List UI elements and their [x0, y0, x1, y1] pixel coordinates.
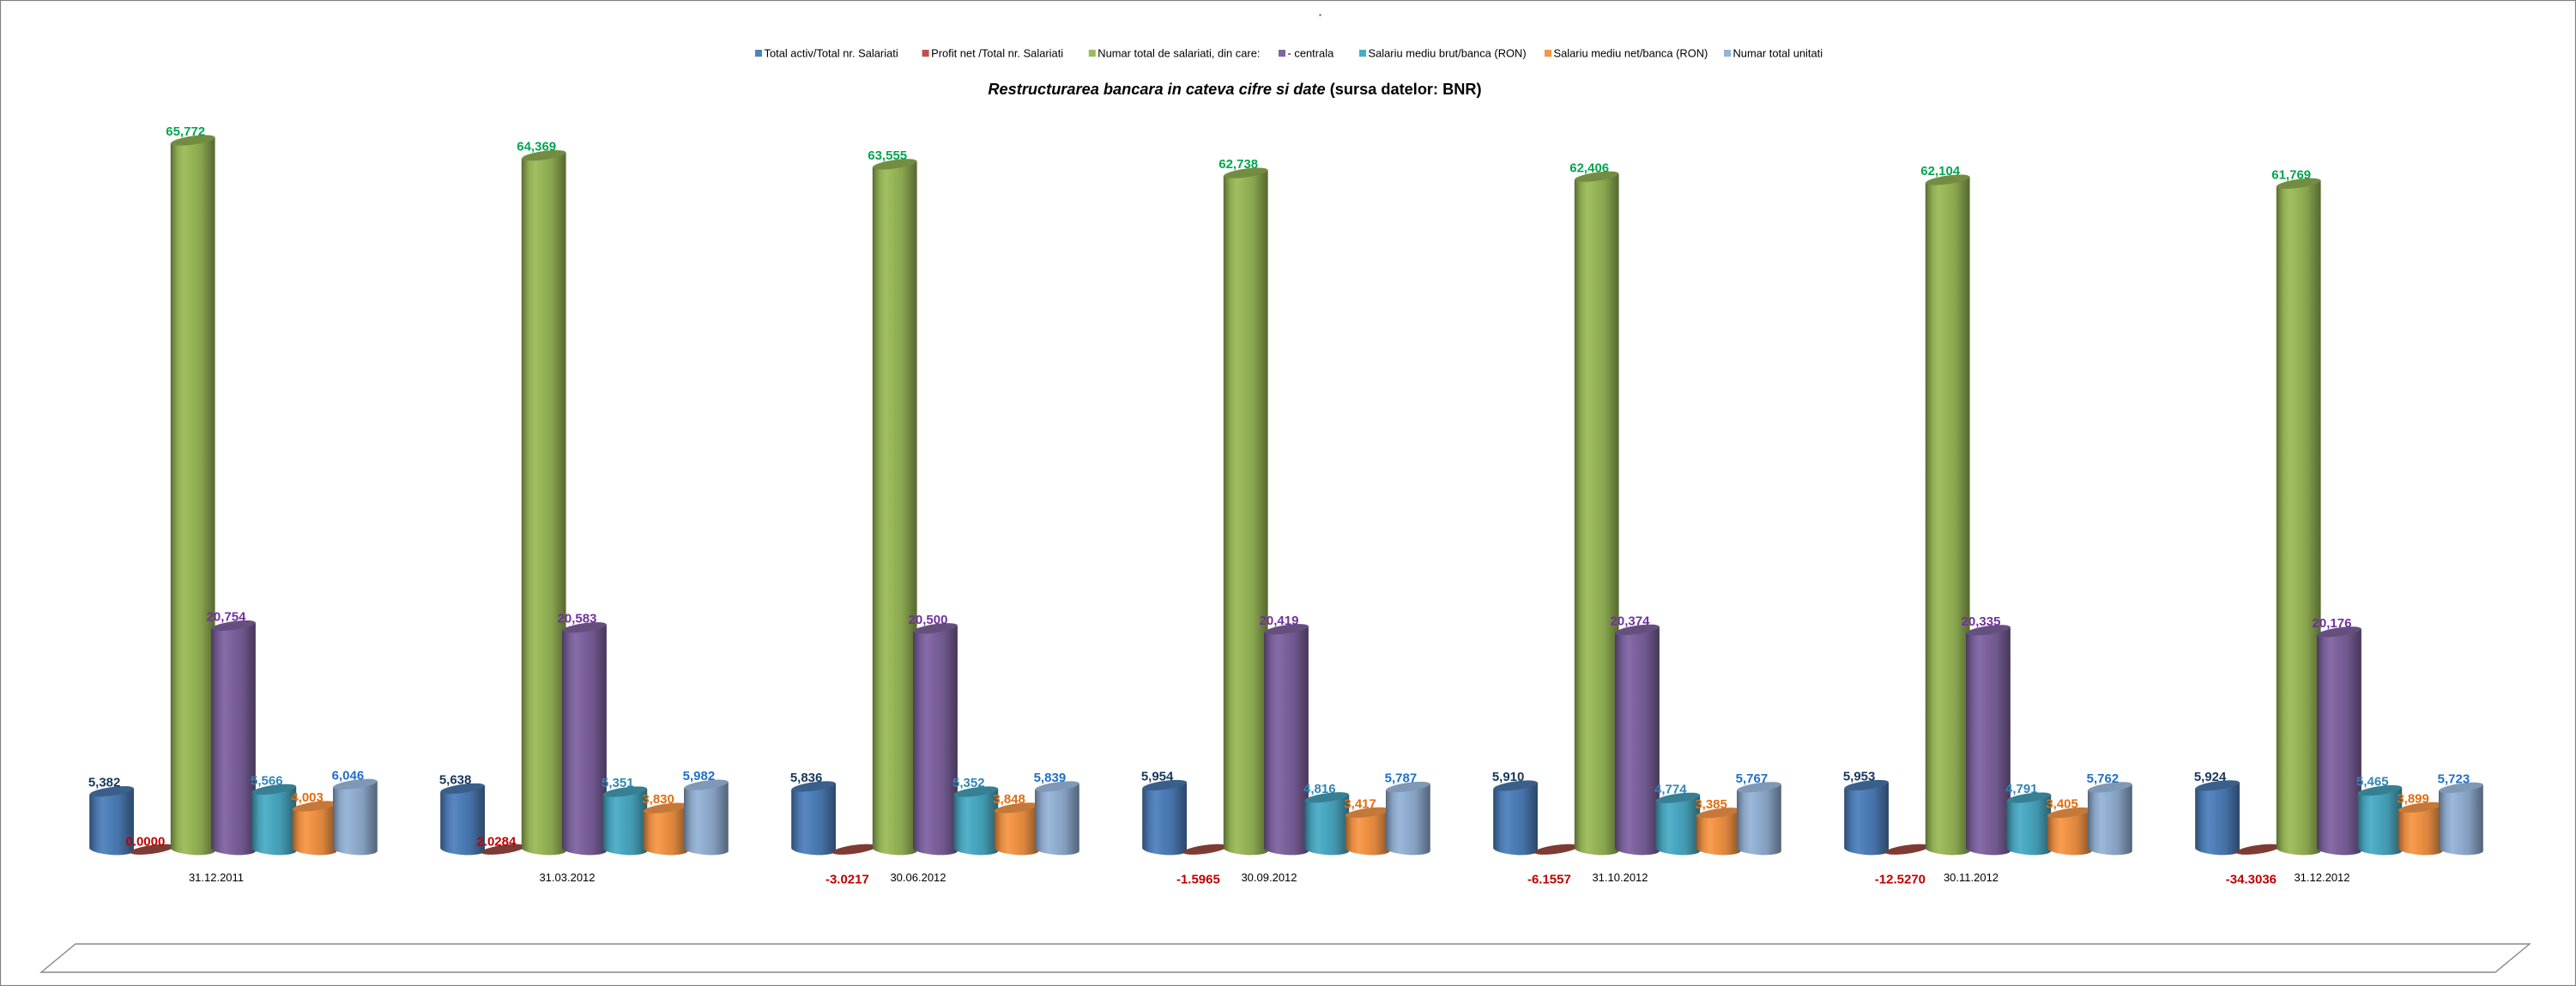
svg-text:65,772: 65,772 [166, 124, 205, 139]
svg-text:4,003: 4,003 [291, 790, 324, 805]
svg-text:5,839: 5,839 [1034, 771, 1067, 785]
svg-text:5,836: 5,836 [790, 771, 823, 785]
svg-text:5,982: 5,982 [683, 769, 716, 783]
svg-text:-3.0217: -3.0217 [825, 873, 869, 887]
svg-text:-12.5270: -12.5270 [1875, 873, 1926, 887]
svg-text:5,382: 5,382 [88, 776, 121, 790]
svg-text:-6.1557: -6.1557 [1527, 873, 1571, 887]
svg-text:20,374: 20,374 [1611, 614, 1651, 628]
svg-text:3,830: 3,830 [642, 792, 674, 807]
svg-text:0.0000: 0.0000 [125, 835, 165, 850]
svg-text:4,791: 4,791 [2005, 782, 2038, 796]
svg-text:62,738: 62,738 [1218, 157, 1258, 172]
svg-text:3,385: 3,385 [1695, 797, 1727, 812]
svg-text:5,787: 5,787 [1385, 771, 1418, 786]
svg-text:-1.5965: -1.5965 [1176, 873, 1220, 887]
svg-text:63,555: 63,555 [868, 148, 907, 163]
svg-text:30.11.2012: 30.11.2012 [1944, 871, 1999, 884]
svg-text:5,566: 5,566 [251, 773, 283, 788]
svg-text:Numar total de salariati, din: Numar total de salariati, din care: [1098, 47, 1260, 60]
svg-text:Restructurarea bancara in cate: Restructurarea bancara in cateva cifre s… [988, 81, 1481, 98]
svg-text:31.03.2012: 31.03.2012 [539, 871, 595, 884]
svg-text:61,769: 61,769 [2271, 167, 2311, 182]
svg-text:20,419: 20,419 [1260, 614, 1299, 628]
svg-text:Total activ/Total nr. Salariat: Total activ/Total nr. Salariati [765, 47, 898, 60]
svg-text:20,176: 20,176 [2313, 616, 2352, 631]
svg-text:Profit net /Total nr. Salariat: Profit net /Total nr. Salariati [931, 47, 1063, 60]
svg-text:31.12.2011: 31.12.2011 [189, 871, 244, 884]
svg-text:62,104: 62,104 [1920, 164, 1961, 178]
svg-text:5,638: 5,638 [439, 773, 472, 788]
svg-text:64,369: 64,369 [517, 140, 556, 154]
svg-text:3,899: 3,899 [2397, 791, 2429, 806]
svg-text:20,500: 20,500 [909, 613, 948, 627]
svg-text:20,583: 20,583 [558, 612, 597, 626]
svg-text:Numar total unitati: Numar total unitati [1733, 47, 1823, 60]
svg-text:Salariu mediu net/banca (RON): Salariu mediu net/banca (RON) [1554, 47, 1708, 60]
svg-text:30.09.2012: 30.09.2012 [1241, 871, 1297, 884]
svg-text:5,465: 5,465 [2356, 775, 2389, 789]
svg-text:3,848: 3,848 [993, 792, 1025, 807]
svg-text:5,352: 5,352 [952, 776, 985, 790]
svg-text:4,816: 4,816 [1303, 782, 1336, 796]
svg-text:4,774: 4,774 [1654, 782, 1687, 796]
svg-text:31.12.2012: 31.12.2012 [2294, 871, 2349, 884]
svg-text:5,910: 5,910 [1492, 770, 1525, 784]
svg-text:5,954: 5,954 [1141, 770, 1174, 784]
svg-text:5,762: 5,762 [2087, 771, 2119, 786]
svg-text:Salariu mediu brut/banca (RON): Salariu mediu brut/banca (RON) [1369, 47, 1527, 60]
svg-text:5,924: 5,924 [2194, 770, 2227, 784]
svg-text:- centrala: - centrala [1288, 47, 1335, 60]
svg-text:5,351: 5,351 [602, 776, 634, 790]
svg-text:5,723: 5,723 [2438, 771, 2470, 786]
svg-text:-34.3036: -34.3036 [2226, 873, 2277, 887]
svg-text:3,417: 3,417 [1344, 796, 1376, 811]
svg-text:3,405: 3,405 [2046, 797, 2078, 812]
svg-text:20,754: 20,754 [207, 610, 247, 625]
svg-text:5,953: 5,953 [1843, 770, 1876, 784]
svg-text:62,406: 62,406 [1569, 160, 1609, 175]
svg-text:2.0284: 2.0284 [476, 835, 517, 850]
svg-text:5,767: 5,767 [1736, 771, 1769, 786]
svg-text:20,335: 20,335 [1962, 614, 2001, 629]
svg-text:31.10.2012: 31.10.2012 [1592, 871, 1648, 884]
svg-text:30.06.2012: 30.06.2012 [890, 871, 946, 884]
svg-text:6,046: 6,046 [332, 768, 365, 783]
